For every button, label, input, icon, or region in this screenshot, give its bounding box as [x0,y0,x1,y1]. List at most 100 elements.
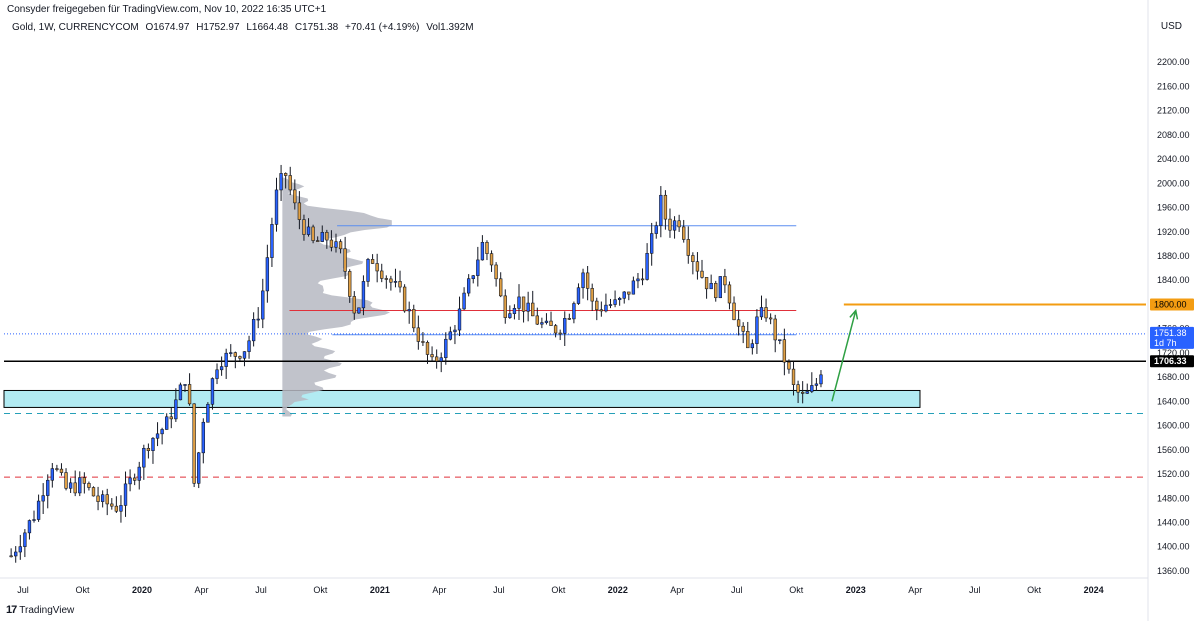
candle-body [297,202,302,220]
tradingview-brand[interactable]: 17 TradingView [6,604,74,616]
candle-body [572,303,576,320]
candle-body [123,483,128,506]
candle-body [137,466,141,481]
candle-body [402,286,407,312]
candle-body [494,264,498,280]
legend-low: L1664.48 [246,22,289,33]
candle-body [686,239,690,256]
candle-body [352,296,356,314]
candle-body [160,429,164,435]
candle-body [325,232,329,241]
x-tick-label: Jul [17,585,29,595]
candle-body [567,318,571,320]
candle-body [627,291,631,295]
chart-legend: Gold, 1W, CURRENCYCOM O1674.97 H1752.97 … [12,22,478,33]
candle-body [430,354,434,358]
candle-body [105,494,109,505]
y-tick-label: 1960.00 [1157,203,1190,213]
candle-body [256,318,260,321]
candle-body [805,391,809,394]
candle-body [677,220,681,228]
candle-body [100,494,105,502]
candle-body [41,495,45,502]
legend-change: +70.41 (+4.19%) [345,22,420,33]
candle-body [654,225,658,234]
x-tick-label: Okt [551,585,566,595]
candle-body [608,304,613,306]
candle-body [695,261,700,272]
candle-body [265,257,270,292]
y-tick-label: 2120.00 [1157,106,1190,116]
candle-body [9,555,13,558]
candle-body [549,320,553,326]
candle-body [59,468,64,473]
candle-body [444,338,448,359]
candle-body [622,291,626,299]
candle-body [261,290,265,320]
candle-body [476,259,480,276]
candle-body [215,369,219,379]
candle-body [553,325,558,334]
candle-body [773,318,777,341]
candle-body [499,278,503,297]
candle-body [810,385,814,392]
candle-body [110,503,114,507]
x-tick-label: Apr [908,585,922,595]
candle-body [320,232,324,242]
candle-body [563,318,567,334]
candle-body [23,532,27,547]
candle-body [512,308,517,314]
arrow-head-icon [849,308,859,320]
candle-body [517,296,521,309]
candle-body [82,477,87,484]
candle-body [393,281,398,283]
candle-body [357,307,361,314]
candle-body [576,287,581,304]
candle-body [599,309,604,312]
candle-body [782,339,787,363]
y-tick-label: 1440.00 [1157,517,1190,527]
candle-body [119,505,123,512]
candle-body [132,477,137,481]
candle-body [434,356,439,362]
candle-body [142,447,146,468]
candle-body [800,391,805,394]
candle-body [73,482,77,494]
candle-body [508,313,512,318]
candle-body [206,403,210,423]
y-tick-label: 2080.00 [1157,130,1190,140]
candle-body [375,263,379,272]
candle-body [46,479,50,496]
x-tick-label: 2022 [608,585,628,595]
candle-body [613,299,617,305]
candle-body [590,288,594,302]
candle-body [187,384,192,405]
candle-body [535,315,539,325]
candle-body [750,343,755,349]
candle-body [247,340,251,352]
candle-body [714,283,718,299]
candle-body [178,384,183,401]
y-tick-label: 2040.00 [1157,154,1190,164]
legend-high: H1752.97 [196,22,240,33]
x-tick-label: Okt [1027,585,1042,595]
candle-body [18,546,22,553]
candle-body [151,437,155,451]
candle-body [540,322,544,325]
candle-body [229,352,233,354]
candle-body [412,309,416,329]
price-label-box [1150,298,1194,311]
legend-open: O1674.97 [145,22,190,33]
candle-body [448,331,453,340]
currency-label[interactable]: USD [1160,21,1182,32]
candle-body [55,468,59,470]
candle-body [201,421,205,454]
y-tick-label: 1880.00 [1157,251,1190,261]
legend-symbol[interactable]: Gold, 1W, CURRENCYCOM [12,22,139,33]
candle-body [462,292,466,310]
y-tick-label: 1600.00 [1157,421,1190,431]
candle-body [645,253,649,280]
candle-body [165,416,169,430]
published-header: Consyder freigegeben für TradingView.com… [7,4,327,15]
